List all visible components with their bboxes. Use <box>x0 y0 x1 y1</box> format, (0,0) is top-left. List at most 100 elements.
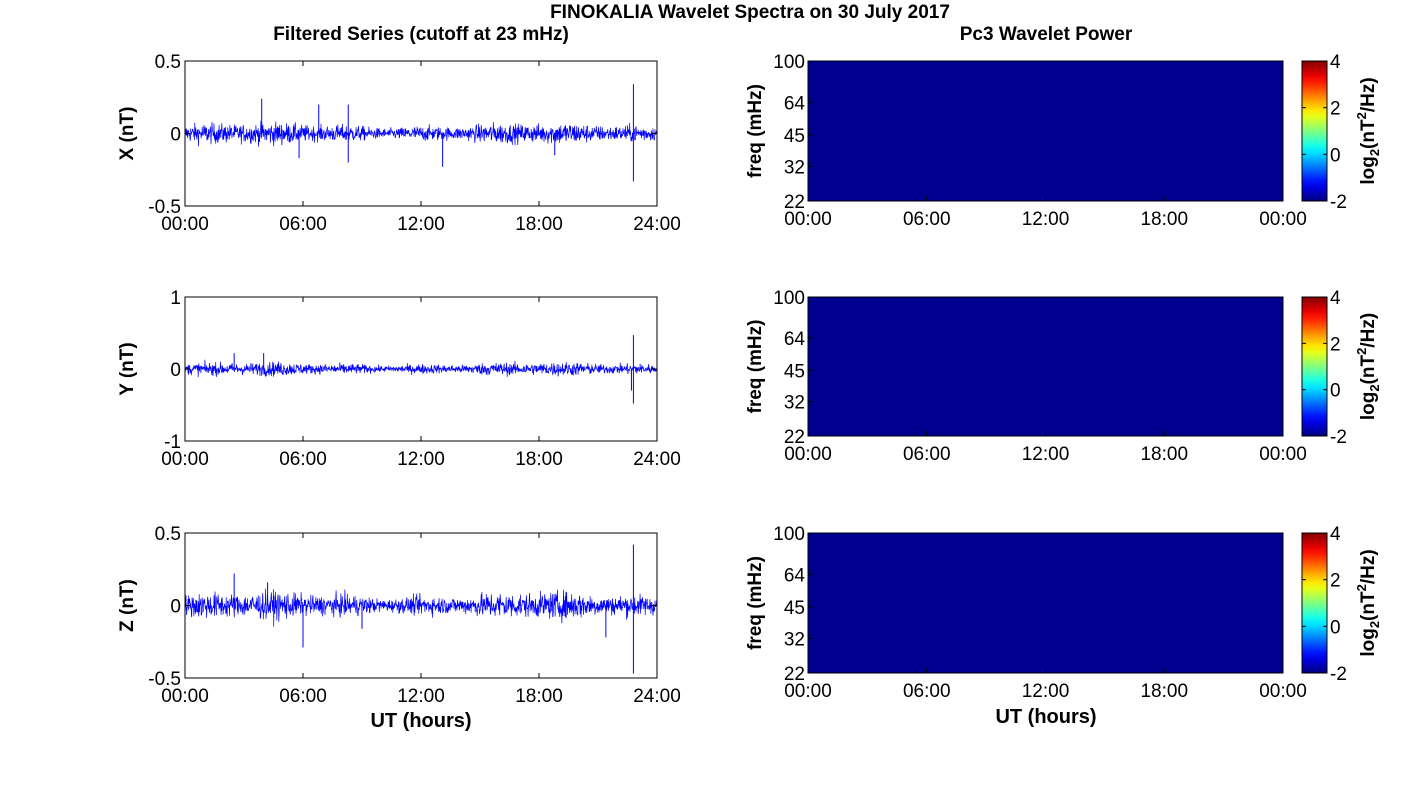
colorbar-label-base: log <box>1358 392 1379 421</box>
colorbar-label: log2(nT2/Hz) <box>1354 313 1382 420</box>
colorbar <box>1301 532 1328 674</box>
y-tick-label: 0.5 <box>155 524 181 545</box>
colorbar-label-superscript: 2 <box>1354 584 1369 591</box>
x-tick-label: 00:00 <box>161 449 209 470</box>
x-tick-label: 00:00 <box>784 444 832 465</box>
y-tick-label: 100 <box>773 288 805 309</box>
colorbar-tick-label: 4 <box>1330 524 1341 545</box>
y-tick-label: 100 <box>773 524 805 545</box>
heatmap-field <box>808 61 1283 201</box>
colorbar-label-base: log <box>1358 628 1379 657</box>
y-tick-label: 22 <box>784 192 805 213</box>
x-tick-label: 00:00 <box>784 681 832 702</box>
x-tick-label: 06:00 <box>279 686 327 707</box>
y-tick-label: -1 <box>164 432 181 453</box>
colorbar-tick-label: 0 <box>1330 145 1341 166</box>
colorbar-tick-label: -2 <box>1330 427 1347 448</box>
colorbar-label-superscript: 2 <box>1354 348 1369 355</box>
y-tick-label: 0 <box>170 360 181 381</box>
x-tick-label: 00:00 <box>784 209 832 230</box>
colorbar-label-subscript: 2 <box>1367 384 1382 391</box>
y-tick-label: 0 <box>170 597 181 618</box>
x-tick-label: 18:00 <box>1140 444 1188 465</box>
x-tick-label: 18:00 <box>515 686 563 707</box>
y-tick-label: 45 <box>784 598 805 619</box>
y-axis-label: freq (mHz) <box>745 556 766 650</box>
colorbar-tick-label: 2 <box>1330 571 1341 592</box>
right-column-title: Pc3 Wavelet Power <box>960 24 1133 45</box>
right-x-axis-label: UT (hours) <box>995 706 1096 728</box>
colorbar-label-units: (nT <box>1358 591 1379 621</box>
y-tick-label: 100 <box>773 52 805 73</box>
y-tick-label: 22 <box>784 664 805 685</box>
y-tick-label: -0.5 <box>148 669 181 690</box>
colorbar-label: log2(nT2/Hz) <box>1354 77 1382 184</box>
x-tick-label: 06:00 <box>279 214 327 235</box>
colorbar-label: log2(nT2/Hz) <box>1354 549 1382 656</box>
y-tick-label: 0.5 <box>155 52 181 73</box>
y-tick-label: 45 <box>784 126 805 147</box>
x-tick-label: 12:00 <box>397 449 445 470</box>
colorbar-label-units: (nT <box>1358 119 1379 149</box>
heatmap-field <box>808 297 1283 436</box>
left-column-title: Filtered Series (cutoff at 23 mHz) <box>273 24 569 45</box>
colorbar-label-base: log <box>1358 156 1379 185</box>
y-tick-label: 64 <box>784 93 806 114</box>
y-tick-label: -0.5 <box>148 197 181 218</box>
y-axis-label: freq (mHz) <box>745 320 766 414</box>
heatmap-field <box>808 533 1283 673</box>
timeseries-panel-x: 0.5 0 -0.500:00 06:00 12:00 18:00 24:00 X (nT) <box>117 52 681 235</box>
colorbar-label-units-end: /Hz) <box>1358 313 1379 348</box>
colorbar-label-units: (nT <box>1358 355 1379 385</box>
y-tick-label: 64 <box>784 565 806 586</box>
x-tick-label: 12:00 <box>1022 444 1070 465</box>
colorbar-label-units-end: /Hz) <box>1358 549 1379 584</box>
colorbar-label-subscript: 2 <box>1367 149 1382 156</box>
colorbar-tick-label: 0 <box>1330 617 1341 638</box>
y-axis-label: X (nT) <box>117 107 138 161</box>
colorbar-label-superscript: 2 <box>1354 112 1369 119</box>
series-trace <box>184 588 658 627</box>
x-tick-label: 06:00 <box>903 209 951 230</box>
colorbar-tick-label: 0 <box>1330 381 1341 402</box>
x-tick-label: 12:00 <box>1022 681 1070 702</box>
y-tick-label: 32 <box>784 157 805 178</box>
series-trace <box>184 120 658 147</box>
x-tick-label: 06:00 <box>903 444 951 465</box>
timeseries-panel-z: 0.5 0 -0.500:00 06:00 12:00 18:00 24:00 Z (nT) <box>117 524 681 707</box>
y-tick-label: 0 <box>170 125 181 146</box>
colorbar-tick-label: -2 <box>1330 664 1347 685</box>
colorbar-label-units-end: /Hz) <box>1358 77 1379 112</box>
x-tick-label: 00:00 <box>1259 444 1307 465</box>
x-tick-label: 18:00 <box>515 214 563 235</box>
panels-group: 0.50-0.500:00 06:00 12:00 18:00 24:00X (nT)1… <box>117 52 1382 707</box>
x-tick-label: 00:00 <box>161 686 209 707</box>
x-tick-label: 18:00 <box>1140 681 1188 702</box>
y-tick-label: 64 <box>784 329 806 350</box>
x-tick-label: 24:00 <box>633 449 681 470</box>
timeseries-panel-y: 1 0 -100:00 06:00 12:00 18:00 24:00 Y (nT) <box>117 288 681 470</box>
colorbar-tick-label: 4 <box>1330 52 1341 73</box>
y-tick-label: 45 <box>784 361 805 382</box>
x-tick-label: 24:00 <box>633 214 681 235</box>
colorbar-tick-label: 2 <box>1330 334 1341 355</box>
x-tick-label: 18:00 <box>515 449 563 470</box>
colorbar <box>1301 60 1328 202</box>
colorbar-tick-label: 2 <box>1330 99 1341 120</box>
y-tick-label: 1 <box>170 288 181 309</box>
series-trace <box>184 359 658 378</box>
y-tick-label: 22 <box>784 427 805 448</box>
x-tick-label: 00:00 <box>1259 681 1307 702</box>
x-tick-label: 00:00 <box>1259 209 1307 230</box>
y-tick-label: 32 <box>784 629 805 650</box>
y-tick-label: 32 <box>784 393 805 414</box>
y-axis-label: Z (nT) <box>117 579 138 632</box>
y-axis-label: freq (mHz) <box>745 84 766 178</box>
left-x-axis-label: UT (hours) <box>370 710 471 732</box>
x-tick-label: 06:00 <box>903 681 951 702</box>
x-tick-label: 00:00 <box>161 214 209 235</box>
x-tick-label: 12:00 <box>1022 209 1070 230</box>
